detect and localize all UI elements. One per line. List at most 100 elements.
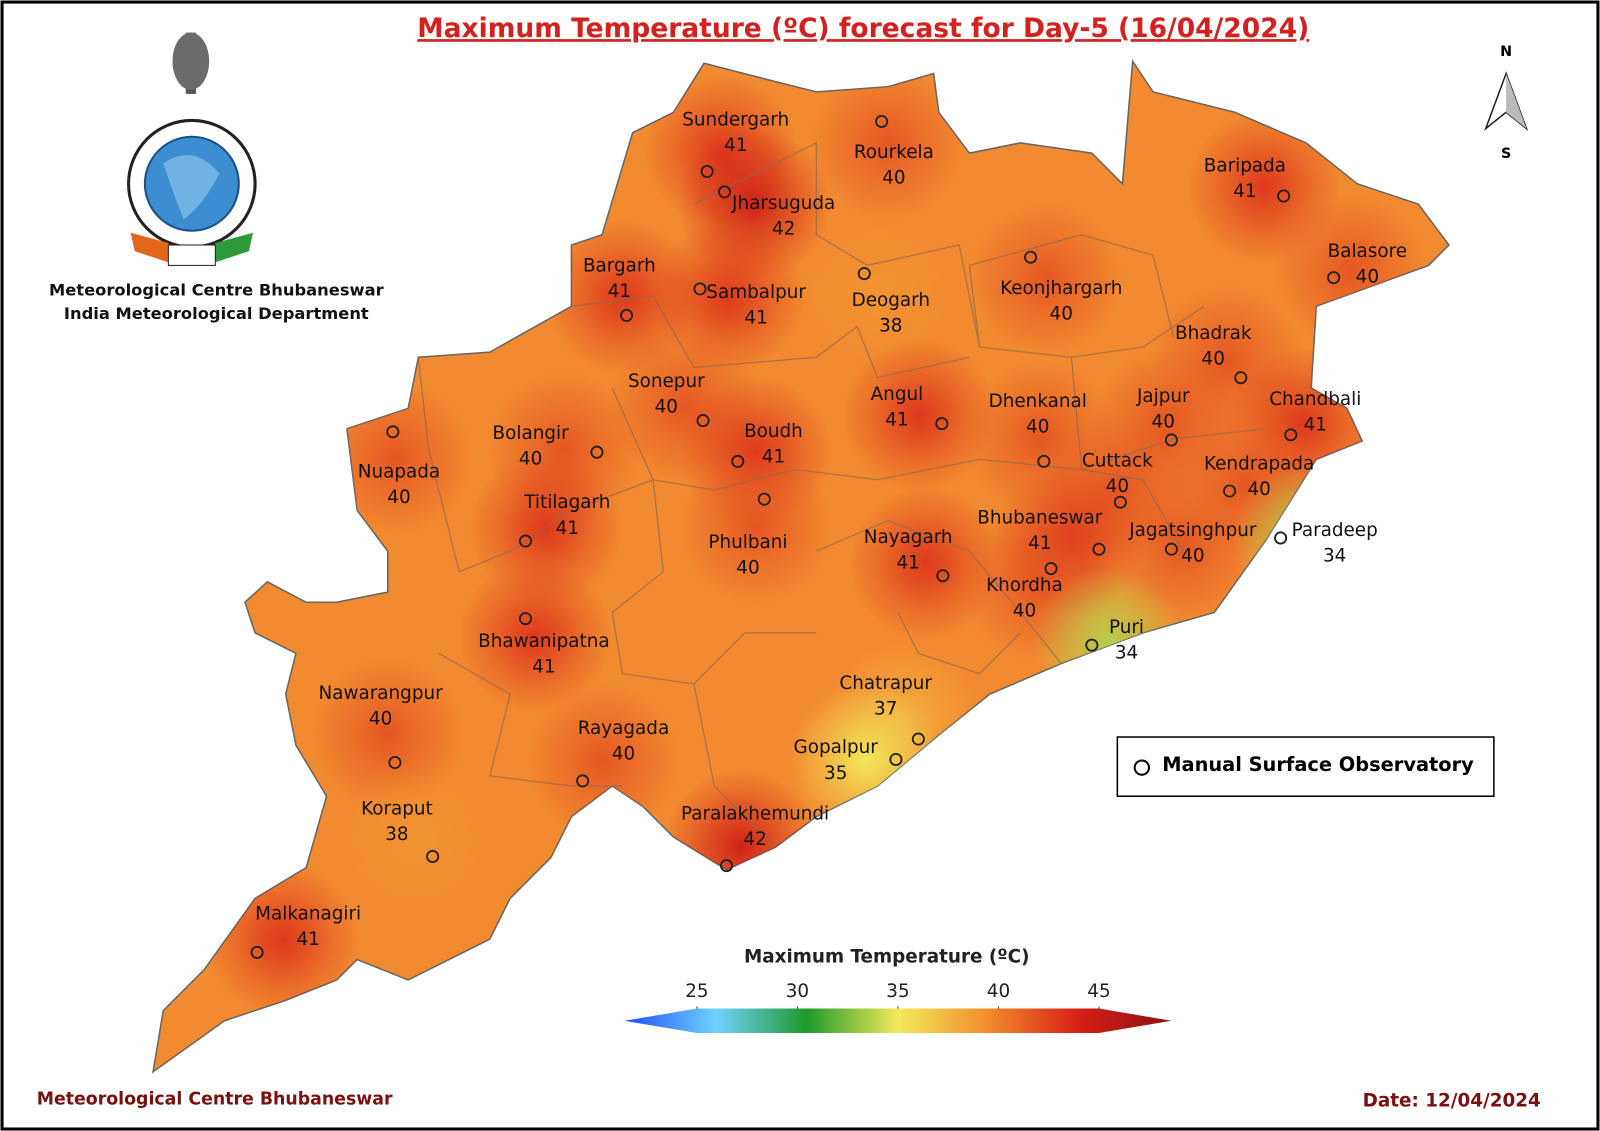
station-value: 40 xyxy=(519,448,542,469)
station-value: 40 xyxy=(1050,303,1073,324)
colorbar-tick-label: 35 xyxy=(886,981,909,1002)
station-name: Kendrapada xyxy=(1204,453,1314,474)
station-value: 40 xyxy=(736,558,759,579)
station-value: 40 xyxy=(1202,348,1225,369)
station-name: Cuttack xyxy=(1082,450,1153,471)
station-name: Sundergarh xyxy=(682,109,789,130)
station-value: 34 xyxy=(1323,545,1346,566)
org-name: Meteorological Centre Bhubaneswar xyxy=(49,280,384,299)
station-marker xyxy=(911,732,925,746)
station-name: Paradeep xyxy=(1292,520,1378,541)
station-marker xyxy=(1277,189,1291,203)
station-value: 35 xyxy=(824,763,847,784)
station-name: Puri xyxy=(1109,617,1144,638)
station-value: 41 xyxy=(1304,415,1327,436)
heat-layer xyxy=(206,66,1428,1017)
station-name: Sonepur xyxy=(628,371,705,392)
compass-north: N xyxy=(1500,44,1512,60)
footer-left: Meteorological Centre Bhubaneswar xyxy=(37,1089,393,1109)
station-name: Rourkela xyxy=(854,142,934,163)
colorbar-tick-label: 30 xyxy=(786,981,809,1002)
station-marker xyxy=(1327,271,1341,285)
station-marker xyxy=(1234,371,1248,385)
station-marker xyxy=(1284,428,1298,442)
station-name: Sambalpur xyxy=(706,282,806,303)
station-marker xyxy=(1113,495,1127,509)
station-name: Bhawanipatna xyxy=(478,631,609,652)
station-name: Jharsuguda xyxy=(731,193,835,214)
station-value: 40 xyxy=(1106,476,1129,497)
station-value: 41 xyxy=(724,135,747,156)
station-name: Gopalpur xyxy=(794,737,879,758)
station-name: Chandbali xyxy=(1269,389,1361,410)
station-marker xyxy=(857,267,871,281)
station-name: Malkanagiri xyxy=(255,904,361,925)
station-value: 41 xyxy=(1233,181,1256,202)
station-value: 42 xyxy=(743,829,766,850)
station-value: 40 xyxy=(387,487,410,508)
station-marker xyxy=(518,534,533,548)
footer-date: Date: 12/04/2024 xyxy=(1363,1090,1541,1111)
station-value: 41 xyxy=(556,518,579,539)
compass-south: S xyxy=(1501,146,1511,162)
station-name: Koraput xyxy=(361,798,433,819)
colorbar-tick-label: 45 xyxy=(1087,981,1110,1002)
station-value: 40 xyxy=(1152,412,1175,433)
colorbar-tick-label: 40 xyxy=(987,981,1010,1002)
station-name: Balasore xyxy=(1328,241,1407,262)
station-value: 40 xyxy=(369,709,392,730)
heat-blob xyxy=(458,559,612,714)
station-name: Chatrapur xyxy=(839,673,932,694)
legend-box xyxy=(1116,736,1495,797)
station-name: Jajpur xyxy=(1136,386,1190,407)
station-value: 42 xyxy=(772,219,795,240)
station-name: Bargarh xyxy=(583,255,656,276)
station-marker xyxy=(1274,531,1288,545)
station-marker xyxy=(717,185,732,199)
station-marker xyxy=(1092,542,1106,556)
station-name: Boudh xyxy=(744,421,803,442)
station-marker xyxy=(1164,542,1178,556)
colorbar: 25 30 35 40 45 xyxy=(624,981,1172,1034)
station-value: 41 xyxy=(608,281,631,302)
org-dept: India Meteorological Department xyxy=(64,304,369,323)
station-name: Rayagada xyxy=(578,718,670,739)
station-value: 38 xyxy=(385,824,408,845)
district-boundaries xyxy=(417,141,1266,848)
station-value: 40 xyxy=(1181,545,1204,566)
station-value: 34 xyxy=(1115,642,1138,663)
station-marker xyxy=(426,849,440,863)
station-value: 40 xyxy=(882,168,905,189)
station-marker xyxy=(1024,250,1038,264)
station-name: Titilagarh xyxy=(523,492,610,513)
station-marker xyxy=(386,425,400,439)
station-value: 40 xyxy=(655,396,678,417)
heat-blob xyxy=(811,66,965,220)
station-value: 41 xyxy=(1028,533,1051,554)
station-value: 40 xyxy=(1247,479,1270,500)
station-value: 40 xyxy=(1013,600,1036,621)
station-marker xyxy=(757,492,771,506)
station-marker xyxy=(619,308,634,322)
heat-blob xyxy=(969,202,1123,356)
colorbar-tick-label: 25 xyxy=(685,981,708,1002)
station-marker xyxy=(889,752,903,767)
station-marker xyxy=(250,945,264,959)
heat-blob xyxy=(338,762,492,916)
station-value: 41 xyxy=(896,552,919,573)
compass-shade xyxy=(1506,73,1527,129)
station-name: Bolangir xyxy=(493,423,570,444)
station-marker xyxy=(935,417,949,431)
station-name: Baripada xyxy=(1204,155,1286,176)
station-marker xyxy=(693,282,707,296)
station-marker xyxy=(1085,638,1099,652)
logo xyxy=(127,32,257,266)
station-marker xyxy=(1044,562,1058,576)
station-name: Khordha xyxy=(986,575,1063,596)
station-marker xyxy=(731,454,745,468)
station-name: Keonjhargarh xyxy=(1000,278,1122,299)
colorbar-bar xyxy=(624,1008,1172,1034)
station-marker xyxy=(590,445,604,459)
station-marker xyxy=(875,114,889,129)
